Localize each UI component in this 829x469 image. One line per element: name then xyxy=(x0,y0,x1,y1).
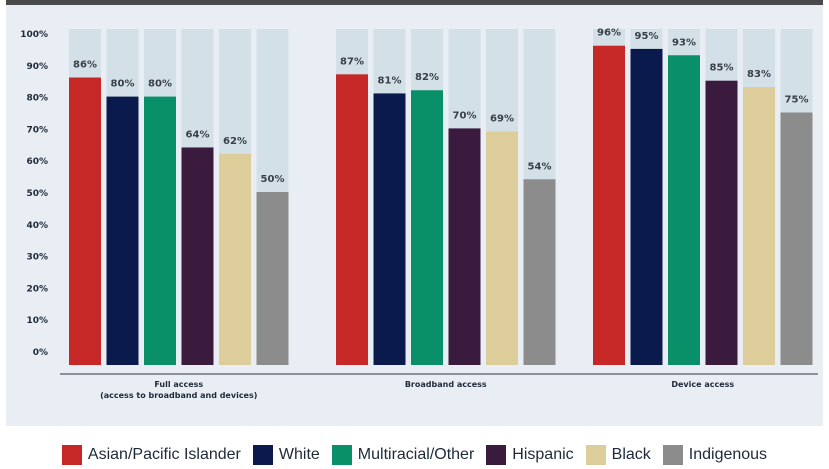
value-label: 62% xyxy=(223,136,247,147)
bar-multiracial-other-device-access xyxy=(668,55,700,365)
legend-item-multiracial-other: Multiracial/Other xyxy=(331,444,475,465)
bar-multiracial-other-broadband-access xyxy=(411,90,443,366)
x-category-label: Broadband access xyxy=(405,380,487,389)
y-tick-label: 40% xyxy=(26,221,48,231)
value-label: 54% xyxy=(528,161,552,172)
legend-label: Multiracial/Other xyxy=(357,445,475,463)
legend-swatch xyxy=(662,444,683,465)
bar-multiracial-other-full-access xyxy=(144,96,176,365)
bar-indigenous-full-access xyxy=(256,192,289,365)
y-tick-label: 10% xyxy=(26,316,48,326)
value-label: 96% xyxy=(597,28,621,39)
y-tick-label: 80% xyxy=(26,94,48,104)
legend: Asian/Pacific Islander White Multiracial/O… xyxy=(0,440,829,469)
value-label: 95% xyxy=(635,31,659,42)
value-label: 80% xyxy=(111,79,135,90)
bar-white-device-access xyxy=(630,48,663,366)
legend-item-indigenous: Indigenous xyxy=(662,444,768,465)
legend-label: Hispanic xyxy=(512,445,574,463)
legend-swatch xyxy=(331,444,352,465)
legend-label: Indigenous xyxy=(688,445,768,463)
x-category-label: Device access xyxy=(671,380,734,389)
top-border-strip xyxy=(6,0,823,5)
bar-indigenous-broadband-access xyxy=(523,179,556,365)
value-label: 64% xyxy=(186,129,210,140)
value-label: 70% xyxy=(453,110,477,121)
bar-hispanic-full-access xyxy=(181,147,214,365)
value-label: 50% xyxy=(261,174,285,185)
legend-item-asian-pacific-islander: Asian/Pacific Islander xyxy=(61,444,241,465)
value-label: 83% xyxy=(747,69,771,80)
value-label: 87% xyxy=(340,56,364,67)
y-tick-label: 30% xyxy=(26,253,48,263)
bar-asian-pacific-islander-full-access xyxy=(69,77,101,366)
y-tick-label: 50% xyxy=(26,189,48,199)
y-tick-label: 100% xyxy=(20,30,48,40)
legend-label: Asian/Pacific Islander xyxy=(87,445,241,463)
bar-hispanic-device-access xyxy=(705,80,738,365)
value-label: 81% xyxy=(378,75,402,86)
bar-hispanic-broadband-access xyxy=(448,128,481,365)
legend-label: White xyxy=(278,445,320,463)
legend-swatch xyxy=(61,444,82,465)
bar-chart: 0% 10% 20% 30% 40% 50% 60% 70% 80% 90% 100% 86% 80% 8… xyxy=(20,28,818,400)
legend-swatch xyxy=(486,444,507,465)
value-label: 85% xyxy=(710,63,734,74)
value-label: 80% xyxy=(148,79,172,90)
bar-white-broadband-access xyxy=(373,93,406,366)
value-label: 69% xyxy=(490,114,514,125)
value-label: 86% xyxy=(73,60,97,71)
bar-white-full-access xyxy=(106,96,139,365)
legend-swatch xyxy=(585,444,606,465)
legend-item-hispanic: Hispanic xyxy=(486,444,574,465)
y-tick-label: 20% xyxy=(26,284,48,294)
legend-item-black: Black xyxy=(585,444,651,465)
bar-black-broadband-access xyxy=(486,131,518,365)
bar-asian-pacific-islander-broadband-access xyxy=(336,74,368,365)
value-label: 93% xyxy=(672,37,696,48)
y-tick-label: 60% xyxy=(26,157,48,167)
bar-black-device-access xyxy=(743,87,775,365)
x-category-label: (access to broadband and devices) xyxy=(100,391,257,400)
legend-label: Black xyxy=(611,445,651,463)
value-label: 82% xyxy=(415,72,439,83)
value-label: 75% xyxy=(785,95,809,106)
bar-indigenous-device-access xyxy=(780,112,813,365)
y-tick-label: 90% xyxy=(26,62,48,72)
y-tick-label: 0% xyxy=(33,348,48,358)
legend-item-white: White xyxy=(252,444,320,465)
x-category-label: Full access xyxy=(154,380,203,389)
legend-swatch xyxy=(252,444,273,465)
bar-black-full-access xyxy=(219,153,251,365)
chart-panel: 0% 10% 20% 30% 40% 50% 60% 70% 80% 90% 100% 86% 80% 8… xyxy=(6,5,823,426)
bar-asian-pacific-islander-device-access xyxy=(593,45,625,365)
y-tick-label: 70% xyxy=(26,125,48,135)
